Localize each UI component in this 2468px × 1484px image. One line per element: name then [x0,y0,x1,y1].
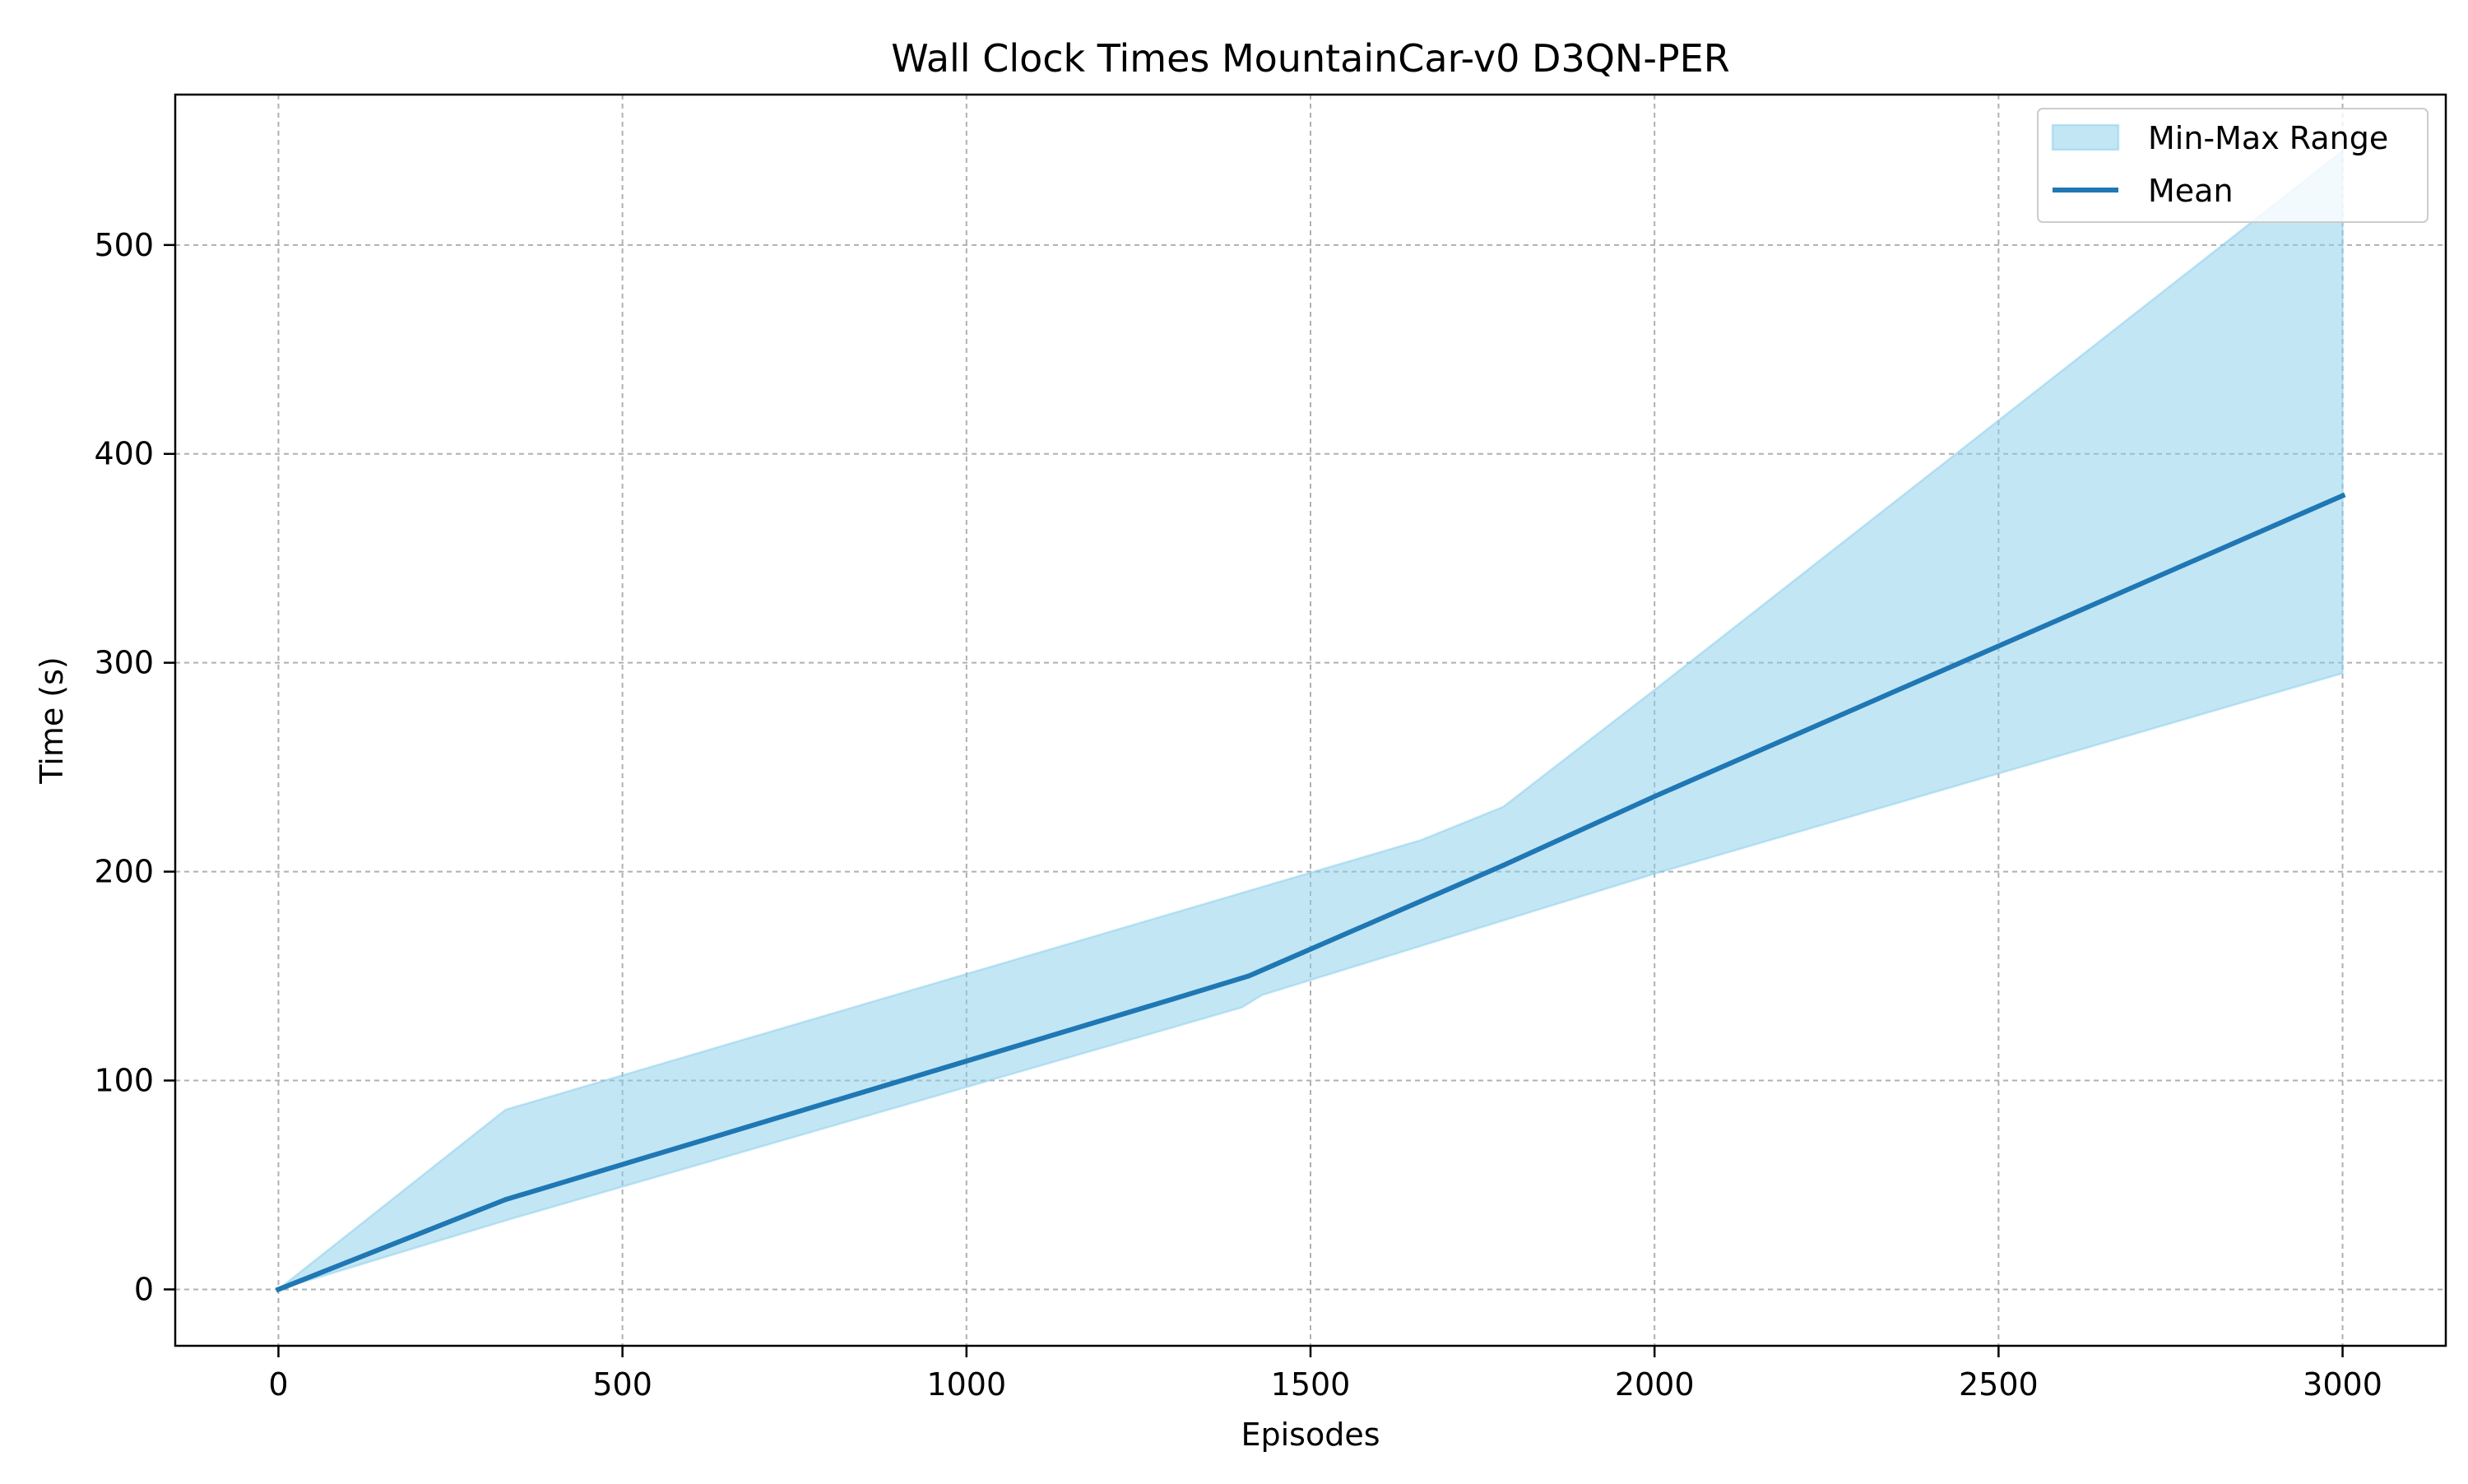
axis-ticks: 0 500 1000 1500 2000 2500 3000 0 100 200 300 400 500 [94,227,2382,1403]
y-tick-label-500: 500 [94,227,154,263]
x-tick-label-500: 500 [592,1366,652,1403]
x-axis-label: Episodes [1241,1417,1380,1453]
legend-min-max-swatch [2051,123,2120,151]
legend-min-max-label: Min-Max Range [2148,120,2388,156]
series-point-mean-5 [1652,794,1658,800]
min-max-band-layer [277,150,2344,1291]
y-tick-label-400: 400 [94,436,154,472]
x-tick-label-0: 0 [268,1366,288,1403]
series-point-mean-6 [2340,493,2345,499]
series-point-mean-0 [276,1287,281,1292]
x-tick-label-2000: 2000 [1615,1366,1695,1403]
series-point-mean-1 [503,1197,508,1203]
x-tick-label-1500: 1500 [1271,1366,1351,1403]
y-axis-label: Time (s) [34,656,70,785]
legend-box [2037,108,2429,223]
series-point-mean-2 [1170,996,1176,1002]
x-tick-label-1000: 1000 [926,1366,1006,1403]
legend: Min-Max Range Mean [2037,108,2429,223]
legend-mean-label: Mean [2148,173,2234,209]
x-tick-label-3000: 3000 [2303,1366,2382,1403]
y-tick-label-100: 100 [94,1063,154,1099]
series-layer [275,492,2346,1293]
x-tick-label-2500: 2500 [1959,1366,2039,1403]
series-point-mean-3 [1246,973,1251,979]
y-tick-label-300: 300 [94,645,154,681]
chart-title: Wall Clock Times MountainCar-v0 D3QN-PER [891,36,1729,81]
series-point-mean-4 [1501,862,1506,868]
min-max-range-band [277,150,2344,1291]
y-tick-label-200: 200 [94,854,154,890]
y-tick-label-0: 0 [134,1271,154,1307]
